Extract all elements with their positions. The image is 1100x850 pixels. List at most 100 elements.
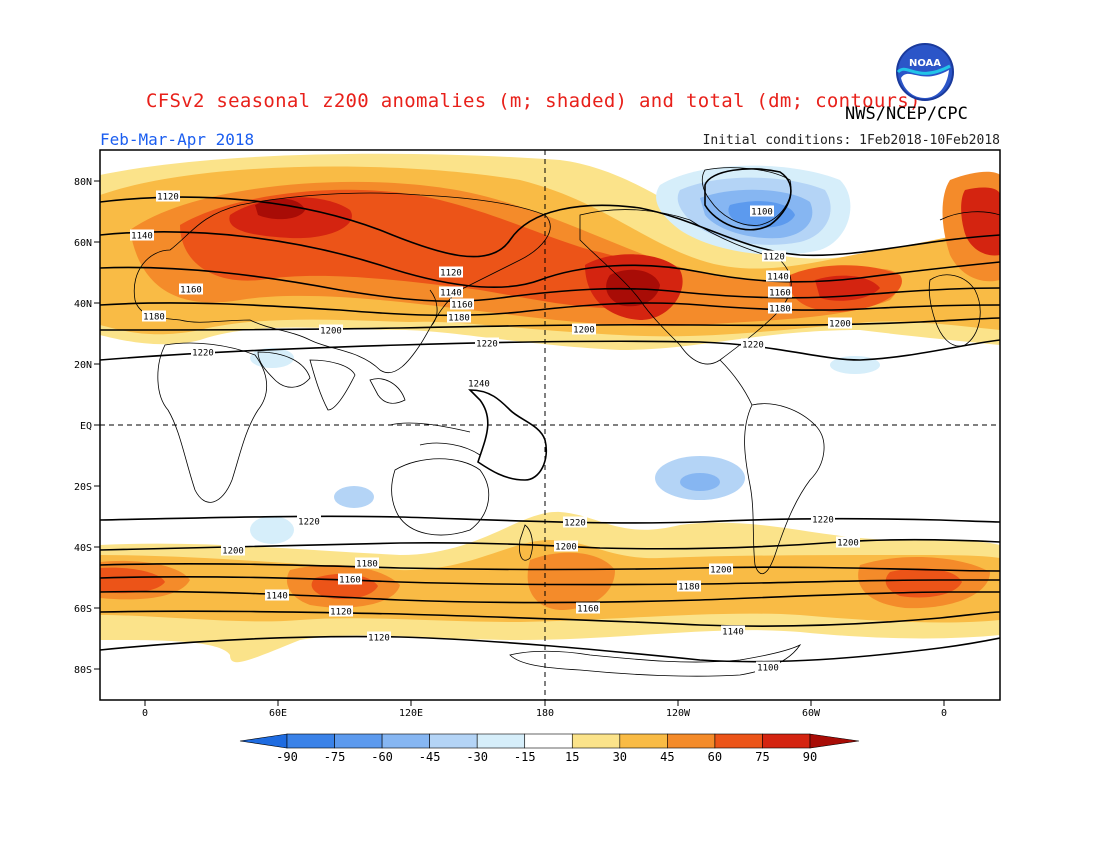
svg-text:1160: 1160	[451, 301, 473, 311]
svg-text:1100: 1100	[757, 664, 779, 674]
colorbar-swatch	[381, 733, 430, 749]
coast-eurasia	[133, 192, 551, 373]
contour-label: 1220	[191, 346, 215, 359]
anomaly-region-nh-90a	[255, 198, 305, 220]
contour-label: 1160	[338, 573, 362, 586]
coast-antarctica	[509, 643, 802, 677]
contour-label: 1200	[554, 540, 578, 553]
svg-text:1120: 1120	[157, 193, 179, 203]
contour-label: 1220	[563, 516, 587, 529]
svg-text:1160: 1160	[577, 605, 599, 615]
colorbar-tick-label: -30	[466, 750, 488, 764]
colorbar-tick-label: -45	[419, 750, 441, 764]
contour-1200-nh	[100, 317, 1000, 331]
svg-text:1140: 1140	[722, 628, 744, 638]
contour-label: 1140	[265, 589, 289, 602]
svg-text:1200: 1200	[222, 547, 244, 557]
contour-label: 1200	[319, 324, 343, 337]
contour-label: 1140	[721, 625, 745, 638]
contour-label: 1200	[828, 317, 852, 330]
svg-text:1140: 1140	[266, 592, 288, 602]
svg-text:1160: 1160	[769, 289, 791, 299]
contour-1180-sh	[100, 562, 1000, 572]
season-label: Feb-Mar-Apr 2018	[100, 130, 255, 149]
colorbar-swatch	[334, 733, 383, 749]
contour-label: 1220	[741, 338, 765, 351]
contour-label: 1200	[572, 323, 596, 336]
lon-tick-label: 0	[142, 708, 148, 719]
contour-1160-nh	[100, 266, 1000, 303]
colorbar-swatch	[476, 733, 526, 749]
svg-text:1180: 1180	[769, 305, 791, 315]
coast-north-america	[579, 209, 792, 365]
chart-title: CFSv2 seasonal z200 anomalies (m; shaded…	[146, 90, 921, 112]
contour-1200-sh	[100, 538, 1000, 551]
svg-text:1140: 1140	[767, 273, 789, 283]
svg-text:1220: 1220	[298, 518, 320, 528]
contour-label: 1100	[750, 205, 774, 218]
contour-label: 1180	[355, 557, 379, 570]
lat-tick-label: 40S	[74, 543, 92, 554]
colorbar-swatch	[524, 733, 573, 749]
anomaly-region-neg-indian	[334, 486, 374, 508]
svg-text:1200: 1200	[710, 566, 732, 576]
coast-seasia	[369, 378, 406, 404]
height-contours	[100, 168, 1000, 663]
anomaly-region-sh-45c	[527, 552, 615, 610]
contour-1100-sh	[100, 635, 1000, 663]
contour-label: 1180	[768, 302, 792, 315]
lat-tick-label: 80N	[74, 177, 92, 188]
lat-tick-label: 60S	[74, 604, 92, 615]
contour-1240	[468, 389, 547, 481]
lon-tick-label: 0	[941, 708, 947, 719]
contour-label: 1160	[576, 602, 600, 615]
contour-1220-sh	[100, 515, 1000, 524]
svg-text:NOAA: NOAA	[909, 58, 941, 69]
colorbar-swatch	[714, 733, 763, 749]
coast-indonesia	[389, 422, 481, 456]
colorbar-tick-label: 60	[708, 750, 722, 764]
lat-tick-label: 60N	[74, 238, 92, 249]
colorbar-swatch	[762, 733, 811, 749]
colorbar-tick-label: -15	[514, 750, 536, 764]
lon-tick-label: 60W	[802, 708, 821, 719]
contour-1180-nh	[100, 302, 1000, 317]
lat-tick-label: 20N	[74, 360, 92, 371]
svg-text:1120: 1120	[763, 253, 785, 263]
svg-text:1180: 1180	[356, 560, 378, 570]
lon-tick-label: 60E	[269, 708, 287, 719]
svg-text:1120: 1120	[440, 269, 462, 279]
agency-label: NWS/NCEP/CPC	[845, 104, 968, 124]
lon-tick-label: 120E	[399, 708, 423, 719]
svg-text:1180: 1180	[448, 314, 470, 324]
svg-text:1180: 1180	[678, 583, 700, 593]
colorbar: -90 -75 -60 -45 -30 -15 15 30 45 60 75 90	[239, 733, 860, 764]
lon-axis: 0 60E 120E 180 120W 60W 0	[142, 700, 947, 719]
contour-label: 1120	[329, 605, 353, 618]
contour-label: 1200	[221, 544, 245, 557]
lat-tick-label: 80S	[74, 665, 92, 676]
anomaly-region-east-edge-75	[961, 187, 1000, 256]
svg-text:1140: 1140	[440, 289, 462, 299]
contour-label: 1240	[467, 377, 491, 390]
contour-label: 1180	[447, 311, 471, 324]
lat-axis: 80N 60N 40N 20N EQ 20S 40S 60S 80S	[74, 177, 100, 676]
colorbar-tick-label: 90	[803, 750, 817, 764]
coast-nz	[519, 524, 533, 561]
contour-label: 1200	[836, 536, 860, 549]
svg-text:1200: 1200	[320, 327, 342, 337]
contour-label: 1120	[762, 250, 786, 263]
contour-label: 1120	[439, 266, 463, 279]
colorbar-arrow-left	[239, 733, 288, 749]
contour-label: 1160	[768, 286, 792, 299]
contour-label: 1140	[439, 286, 463, 299]
contour-label: 1220	[297, 515, 321, 528]
colorbar-tick-label: 30	[613, 750, 627, 764]
contour-1220-nh	[100, 339, 1000, 361]
svg-text:1200: 1200	[555, 543, 577, 553]
svg-text:1100: 1100	[751, 208, 773, 218]
colorbar-tick-label: -90	[276, 750, 298, 764]
colorbar-swatch	[619, 733, 668, 749]
contour-label: 1120	[156, 190, 180, 203]
